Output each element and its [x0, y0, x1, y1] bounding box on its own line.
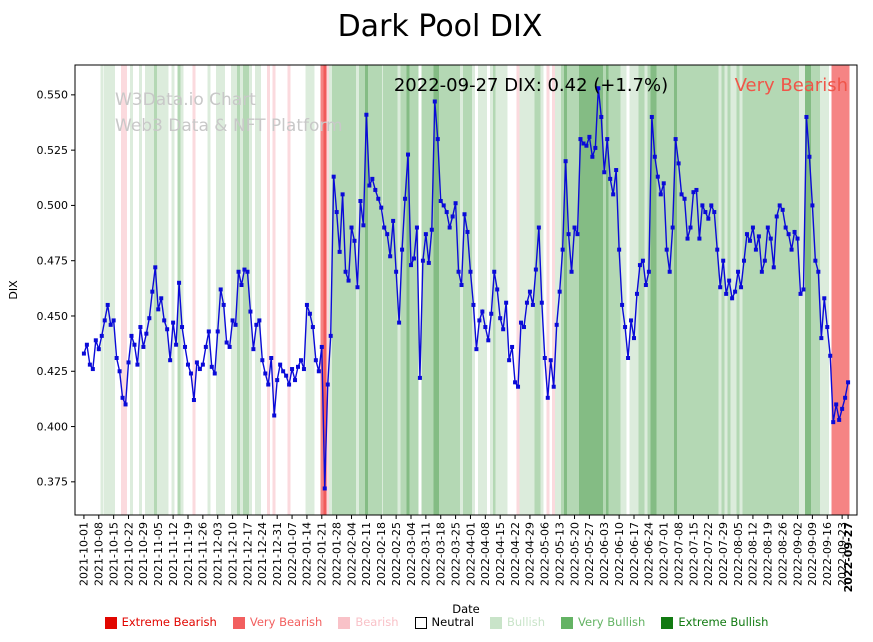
legend-label: Extreme Bullish [678, 615, 769, 630]
x-tick-label: 2022-06-24 [643, 522, 656, 586]
x-tick-label: 2022-05-20 [568, 522, 581, 586]
x-tick-label: 2021-12-31 [271, 522, 284, 586]
x-tick-label: 2022-02-11 [360, 522, 373, 586]
plot-frame [74, 64, 858, 516]
x-tick-label: 2022-06-17 [628, 522, 641, 586]
x-tick-label: 2021-10-22 [122, 522, 135, 586]
x-tick-label: 2022-04-29 [524, 522, 537, 586]
x-tick-label: 2022-08-26 [777, 522, 790, 586]
x-tick-label: 2021-10-08 [93, 522, 106, 586]
x-tick-label: 2022-04-01 [464, 522, 477, 586]
x-tick-label: 2022-03-11 [420, 522, 433, 586]
x-tick-label: 2022-04-22 [509, 522, 522, 586]
x-tick-label: 2022-02-04 [345, 522, 358, 586]
x-tick-label: 2022-09-23 [836, 522, 849, 586]
legend-swatch [489, 617, 502, 629]
x-tick-label: 2022-03-18 [435, 522, 448, 586]
sentiment-bands [100, 65, 850, 515]
x-tick-label: 2022-08-19 [762, 522, 775, 586]
x-tick-label: 2022-09-27 [842, 522, 855, 592]
x-tick-label: 2021-12-24 [256, 522, 269, 586]
x-tick-label: 2022-03-04 [405, 522, 418, 586]
x-tick-label: 2022-07-01 [658, 522, 671, 586]
legend-swatch [414, 617, 427, 629]
y-tick-label: 0.375 [37, 476, 69, 489]
x-tick-label: 2022-07-08 [672, 522, 685, 586]
x-tick-label: 2022-07-15 [687, 522, 700, 586]
legend-swatch [561, 617, 574, 629]
legend-label: Neutral [431, 615, 474, 630]
x-tick-label: 2021-11-26 [197, 522, 210, 586]
x-tick-label: 2021-12-03 [212, 522, 225, 586]
legend-label: Bullish [506, 615, 546, 630]
x-tick-label: 2022-04-08 [479, 522, 492, 586]
legend-swatch [104, 617, 117, 629]
x-tick-label: 2022-01-14 [301, 522, 314, 586]
y-axis-label: DIX [7, 280, 20, 300]
legend-label: Very Bearish [249, 615, 323, 630]
x-tick-label: 2022-07-29 [717, 522, 730, 586]
y-tick-label: 0.525 [37, 144, 69, 157]
legend-label: Bearish [355, 615, 399, 630]
y-tick-label: 0.475 [37, 255, 69, 268]
x-tick-label: 2022-01-21 [316, 522, 329, 586]
plot-layers: 0.375 0.400 0.425 0.450 0.475 0.500 0.525 0.550… [37, 64, 858, 593]
x-tick-label: 2022-04-15 [494, 522, 507, 586]
x-tick-label: 2022-06-10 [613, 522, 626, 586]
legend-item-very-bearish: Very Bearish [232, 615, 323, 630]
y-tick-label: 0.400 [37, 420, 69, 433]
watermark-line2: Web3 Data & NFT Platform [115, 116, 343, 136]
x-tick-label: 2021-11-12 [167, 522, 180, 586]
legend-item-bearish: Bearish [338, 615, 399, 630]
annotation-text: 2022-09-27 DIX: 0.42 (+1.7%) [394, 75, 668, 96]
x-tick-label: 2022-02-25 [390, 522, 403, 586]
x-tick-label: 2021-10-01 [78, 522, 91, 586]
legend-item-extreme-bearish: Extreme Bearish [104, 615, 217, 630]
y-tick-label: 0.550 [37, 89, 69, 102]
x-tick-label: 2022-09-09 [806, 522, 819, 586]
x-tick-label: 2021-10-15 [108, 522, 121, 586]
x-tick-label: 2022-08-05 [732, 522, 745, 586]
x-tick-label: 2022-09-02 [791, 522, 804, 586]
legend-label: Very Bullish [578, 615, 646, 630]
x-tick-label: 2022-02-18 [375, 522, 388, 586]
status-label: Very Bearish [735, 75, 848, 96]
legend-item-neutral: Neutral [414, 615, 474, 630]
y-tick-label: 0.425 [37, 365, 69, 378]
legend-item-very-bullish: Very Bullish [561, 617, 645, 629]
x-tick-label: 2021-12-17 [241, 522, 254, 586]
legend-item-bullish: Bullish [489, 615, 546, 630]
chart-text-overlay: Dark Pool DIX W3Data.io Chart Web3 Data … [7, 9, 848, 616]
legend-swatch [338, 617, 351, 629]
y-tick-label: 0.450 [37, 310, 69, 323]
legend-swatch [232, 617, 245, 629]
x-tick-label: 2022-05-27 [583, 522, 596, 586]
legend-label: Extreme Bearish [121, 615, 217, 630]
chart-title: Dark Pool DIX [338, 9, 543, 44]
legend-swatch [661, 617, 674, 629]
x-tick-label: 2022-05-13 [554, 522, 567, 586]
data-point-markers [81, 86, 851, 491]
x-tick-label: 2021-12-10 [226, 522, 239, 586]
x-axis-label: Date [452, 602, 480, 616]
legend: Extreme Bearish Very Bearish Bearish Neutra… [0, 617, 873, 629]
x-tick-label: 2022-06-03 [598, 522, 611, 586]
x-tick-label: 2022-03-25 [449, 522, 462, 586]
x-tick-label: 2022-01-28 [331, 522, 344, 586]
legend-item-extreme-bullish: Extreme Bullish [661, 617, 768, 629]
x-tick-label: 2021-11-05 [152, 522, 165, 586]
axis-ticks: 0.375 0.400 0.425 0.450 0.475 0.500 0.525 0.550… [37, 89, 855, 593]
y-tick-label: 0.500 [37, 199, 69, 212]
x-tick-label: 2022-01-07 [286, 522, 299, 586]
x-tick-label: 2021-11-19 [182, 522, 195, 586]
watermark-line1: W3Data.io Chart [115, 90, 256, 110]
x-tick-label: 2022-07-22 [702, 522, 715, 586]
x-tick-label: 2021-10-29 [137, 522, 150, 586]
x-tick-label: 2022-08-12 [747, 522, 760, 586]
dix-line [83, 88, 849, 489]
x-tick-label: 2022-05-06 [539, 522, 552, 586]
x-tick-label: 2022-09-16 [821, 522, 834, 586]
